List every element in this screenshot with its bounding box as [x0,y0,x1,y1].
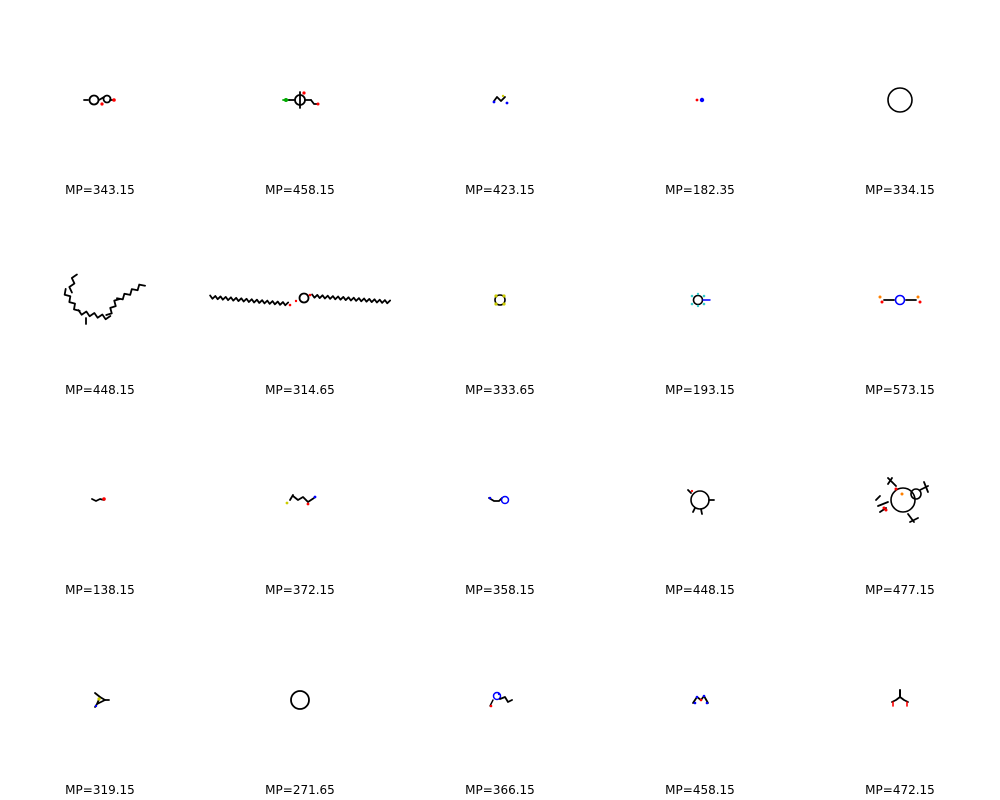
molecule-cell: MP=423.15 [400,0,600,200]
molecule-cell: MP=458.15 [200,0,400,200]
melting-point-label: MP=343.15 [65,183,135,197]
molecule-structure-ring-with-two-long-chains [209,292,392,307]
melting-point-label: MP=477.15 [865,583,935,597]
melting-point-label: MP=182.35 [665,183,735,197]
molecule-cell: MP=314.65 [200,200,400,400]
melting-point-label: MP=448.15 [665,583,735,597]
melting-point-label: MP=319.15 [65,783,135,797]
melting-point-label: MP=448.15 [65,383,135,397]
molecule-cell: MP=366.15 [400,600,600,800]
melting-point-label: MP=458.15 [665,783,735,797]
molecule-cell: MP=448.15 [600,400,800,600]
molecule-structure-small-oxygenated [891,689,909,707]
molecule-structure-fluorinated-ring [690,292,711,308]
molecule-cell: MP=333.65 [400,200,600,400]
molecule-cell: MP=271.65 [200,600,400,800]
melting-point-label: MP=358.15 [465,583,535,597]
molecule-structure-sulfur-ring [494,294,506,306]
melting-point-label: MP=573.15 [865,383,935,397]
molecule-structure-small-amine [492,94,509,105]
molecule-cell: MP=138.15 [0,400,200,600]
melting-point-label: MP=193.15 [665,383,735,397]
molecule-cell: MP=193.15 [600,200,800,400]
melting-point-label: MP=334.15 [865,183,935,197]
molecule-cell: MP=343.15 [0,0,200,200]
molecule-cell: MP=182.35 [600,0,800,200]
molecule-structure-thioether-chain [285,494,317,506]
molecule-cell: MP=448.15 [0,200,200,400]
molecule-cell: MP=458.15 [600,600,800,800]
molecule-cell: MP=477.15 [800,400,1000,600]
molecule-cell: MP=334.15 [800,0,1000,200]
molecule-structure-bulky-polycyclic [875,477,929,523]
molecule-cell: MP=358.15 [400,400,600,600]
melting-point-label: MP=423.15 [465,183,535,197]
molecule-structure-para-substituted-benzene [83,94,116,106]
molecule-structure-ring-with-methyls [687,489,715,515]
molecule-structure-nitrogen-heterocycle [489,691,513,708]
molecule-cell: MP=372.15 [200,400,400,600]
molecule-structure-thiazole [94,692,110,708]
molecule-structure-pyridine-derivative [488,495,510,505]
molecule-structure-macrocycle [887,87,913,113]
molecule-structure-long-chain-u-shaped [63,273,146,325]
melting-point-label: MP=138.15 [65,583,135,597]
molecule-structure-substituted-benzene [282,91,320,109]
melting-point-label: MP=271.65 [265,783,335,797]
melting-point-label: MP=366.15 [465,783,535,797]
molecule-structure-short-alkyl-alcohol [91,497,106,502]
melting-point-label: MP=472.15 [865,783,935,797]
melting-point-label: MP=314.65 [265,383,335,397]
melting-point-label: MP=458.15 [265,183,335,197]
molecule-structure-cyclic [290,690,310,710]
molecule-structure-ring-with-sulfonate-groups [878,294,922,306]
molecule-cell: MP=472.15 [800,600,1000,800]
molecule-cell: MP=573.15 [800,200,1000,400]
molecule-cell: MP=319.15 [0,600,200,800]
molecule-structure-diatomic [695,97,705,103]
molecule-structure-small-nitrogen-compound [692,694,709,705]
melting-point-label: MP=372.15 [265,583,335,597]
melting-point-label: MP=333.65 [465,383,535,397]
